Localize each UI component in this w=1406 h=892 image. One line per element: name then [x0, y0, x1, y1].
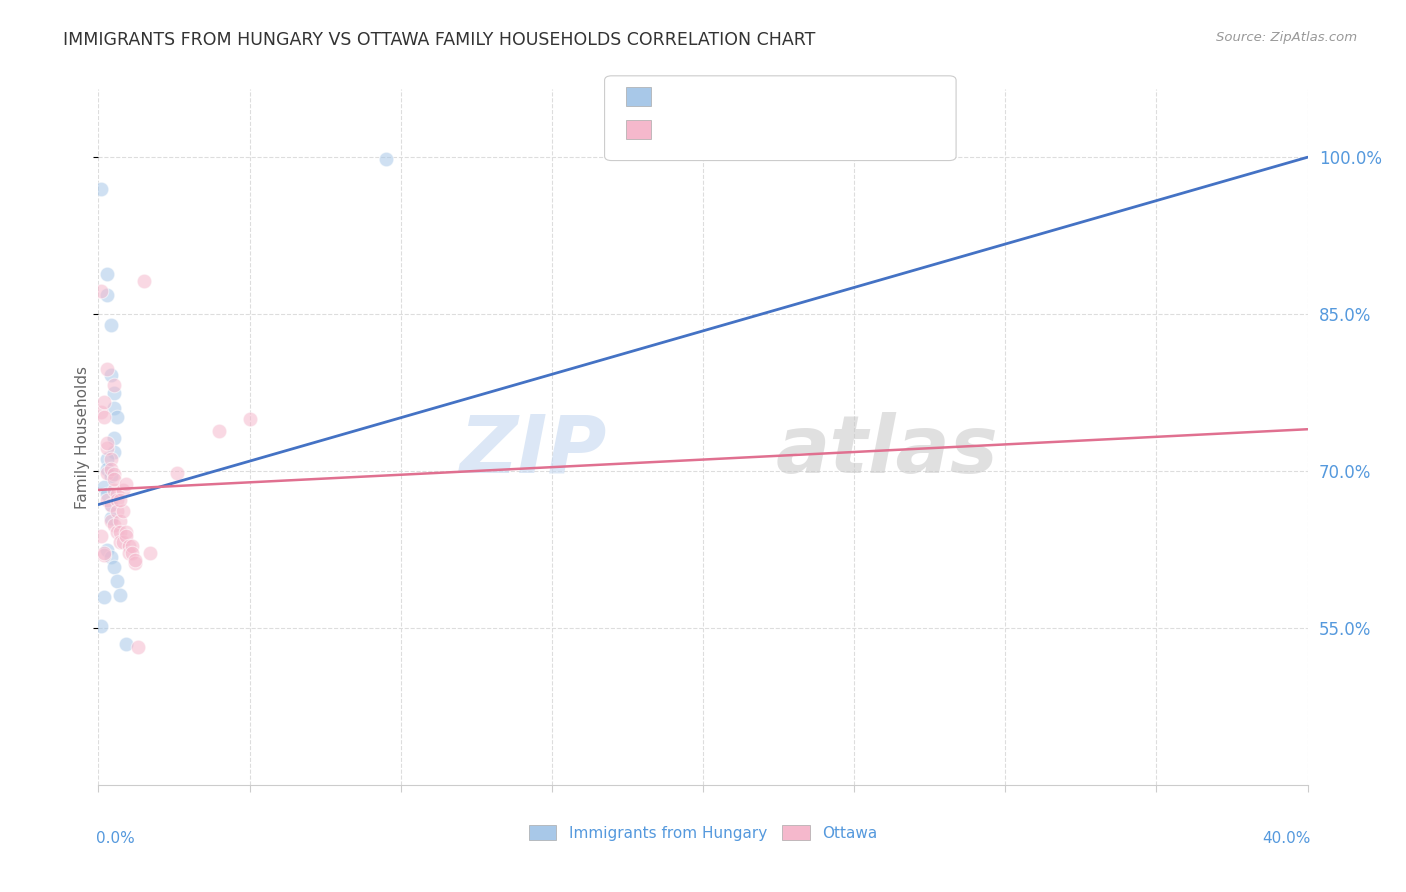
- Point: [105, 524, 128, 539]
- Point: [105, 493, 128, 508]
- Text: 0.0%: 0.0%: [96, 831, 135, 846]
- Point: [90, 619, 112, 633]
- Point: [93, 548, 115, 562]
- Point: [118, 540, 141, 554]
- Point: [90, 181, 112, 195]
- Text: N =: N =: [749, 125, 786, 140]
- Point: [96, 542, 118, 557]
- Point: [96, 441, 118, 455]
- Point: [93, 480, 115, 494]
- Point: [96, 288, 118, 302]
- Point: [96, 487, 118, 501]
- Point: [100, 498, 122, 512]
- Point: [103, 518, 125, 533]
- Point: [103, 467, 125, 482]
- Point: [93, 395, 115, 409]
- Point: [108, 493, 131, 508]
- Point: [93, 409, 115, 424]
- Point: [124, 556, 146, 570]
- Point: [90, 284, 112, 298]
- Text: ZIP: ZIP: [458, 412, 606, 490]
- Point: [124, 553, 146, 567]
- Text: N =: N =: [749, 92, 786, 107]
- Point: [90, 405, 112, 419]
- Point: [103, 445, 125, 459]
- Point: [100, 511, 122, 525]
- Point: [103, 473, 125, 487]
- Point: [121, 546, 143, 560]
- Point: [103, 483, 125, 497]
- Point: [114, 637, 136, 651]
- Point: [108, 535, 131, 549]
- Point: [127, 640, 149, 654]
- Point: [100, 318, 122, 332]
- Point: [121, 540, 143, 554]
- Point: [105, 487, 128, 501]
- Point: [105, 504, 128, 518]
- Point: [103, 401, 125, 416]
- Text: 0.110: 0.110: [693, 125, 744, 140]
- Point: [114, 524, 136, 539]
- Text: Source: ZipAtlas.com: Source: ZipAtlas.com: [1216, 31, 1357, 45]
- Text: 26: 26: [785, 92, 807, 107]
- Point: [96, 435, 118, 450]
- Point: [100, 462, 122, 476]
- Point: [132, 274, 155, 288]
- Point: [118, 546, 141, 560]
- Point: [166, 466, 188, 480]
- Point: [100, 368, 122, 382]
- Point: [100, 451, 122, 466]
- Point: [96, 361, 118, 376]
- Point: [111, 504, 134, 518]
- Point: [239, 411, 262, 425]
- Point: [208, 425, 231, 439]
- Text: IMMIGRANTS FROM HUNGARY VS OTTAWA FAMILY HOUSEHOLDS CORRELATION CHART: IMMIGRANTS FROM HUNGARY VS OTTAWA FAMILY…: [63, 31, 815, 49]
- Point: [93, 590, 115, 604]
- Text: atlas: atlas: [776, 412, 998, 490]
- Point: [100, 549, 122, 564]
- Text: 0.525: 0.525: [693, 92, 744, 107]
- Text: R =: R =: [658, 92, 693, 107]
- Point: [114, 476, 136, 491]
- Point: [100, 498, 122, 512]
- Point: [103, 385, 125, 400]
- Point: [100, 514, 122, 528]
- Point: [374, 153, 396, 167]
- Text: R =: R =: [658, 125, 697, 140]
- Point: [108, 524, 131, 539]
- Point: [90, 529, 112, 543]
- Point: [105, 574, 128, 588]
- Point: [108, 514, 131, 528]
- Point: [96, 462, 118, 476]
- Text: 40.0%: 40.0%: [1263, 831, 1310, 846]
- Point: [103, 431, 125, 445]
- Point: [103, 560, 125, 574]
- Point: [103, 378, 125, 392]
- Point: [96, 493, 118, 508]
- Point: [111, 483, 134, 497]
- Point: [105, 409, 128, 424]
- Point: [114, 529, 136, 543]
- Point: [96, 268, 118, 282]
- Legend: Immigrants from Hungary, Ottawa: Immigrants from Hungary, Ottawa: [523, 819, 883, 847]
- Point: [111, 535, 134, 549]
- Point: [93, 546, 115, 560]
- Point: [100, 469, 122, 483]
- Point: [139, 546, 162, 560]
- Point: [108, 588, 131, 602]
- Point: [96, 466, 118, 480]
- Y-axis label: Family Households: Family Households: [75, 366, 90, 508]
- Text: 47: 47: [785, 125, 807, 140]
- Point: [96, 451, 118, 466]
